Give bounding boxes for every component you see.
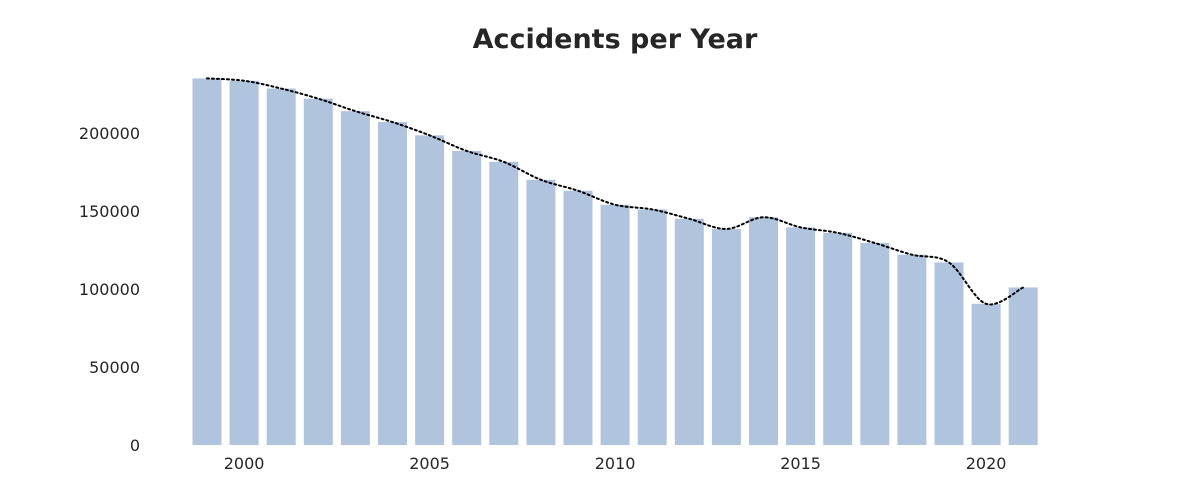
y-tick-label-200000: 200000: [79, 124, 140, 143]
bar-2011: [637, 209, 667, 445]
bar-2013: [711, 228, 741, 445]
y-axis-ticks: 0 50000 100000 150000 200000: [79, 124, 140, 455]
x-tick-label-2000: 2000: [224, 454, 265, 473]
y-tick-label-0: 0: [130, 436, 140, 455]
y-tick-label-100000: 100000: [79, 280, 140, 299]
bar-2019: [934, 262, 964, 445]
trend-line: [206, 77, 1025, 306]
bar-2020: [971, 303, 1001, 445]
x-tick-label-2015: 2015: [780, 454, 821, 473]
y-tick-label-50000: 50000: [89, 358, 140, 377]
bar-2014: [749, 217, 778, 445]
bar-2017: [860, 242, 890, 445]
bar-2002: [303, 98, 333, 446]
bar-2010: [600, 204, 630, 445]
bar-2021: [1008, 287, 1038, 445]
bar-2016: [823, 232, 853, 445]
bar-2000: [229, 80, 259, 446]
bar-2003: [340, 111, 370, 445]
bar-2005: [415, 135, 445, 445]
bar-2008: [526, 179, 556, 446]
chart-title: Accidents per Year: [472, 24, 758, 55]
bars-group: [192, 78, 1038, 446]
x-tick-label-2005: 2005: [409, 454, 450, 473]
bar-1999: [192, 78, 222, 446]
x-axis-ticks: 2000 2005 2010 2015 2020: [224, 454, 1007, 473]
bar-2009: [563, 190, 593, 445]
bar-2001: [266, 88, 296, 445]
bar-2007: [489, 161, 519, 446]
bar-2004: [378, 122, 407, 445]
x-tick-label-2010: 2010: [595, 454, 636, 473]
x-tick-label-2020: 2020: [966, 454, 1007, 473]
bar-2012: [674, 218, 704, 445]
y-tick-label-150000: 150000: [79, 202, 140, 221]
bar-2006: [452, 150, 482, 445]
bar-2015: [786, 227, 816, 445]
trend-line-group: [206, 77, 1025, 306]
bar-2018: [897, 254, 927, 445]
